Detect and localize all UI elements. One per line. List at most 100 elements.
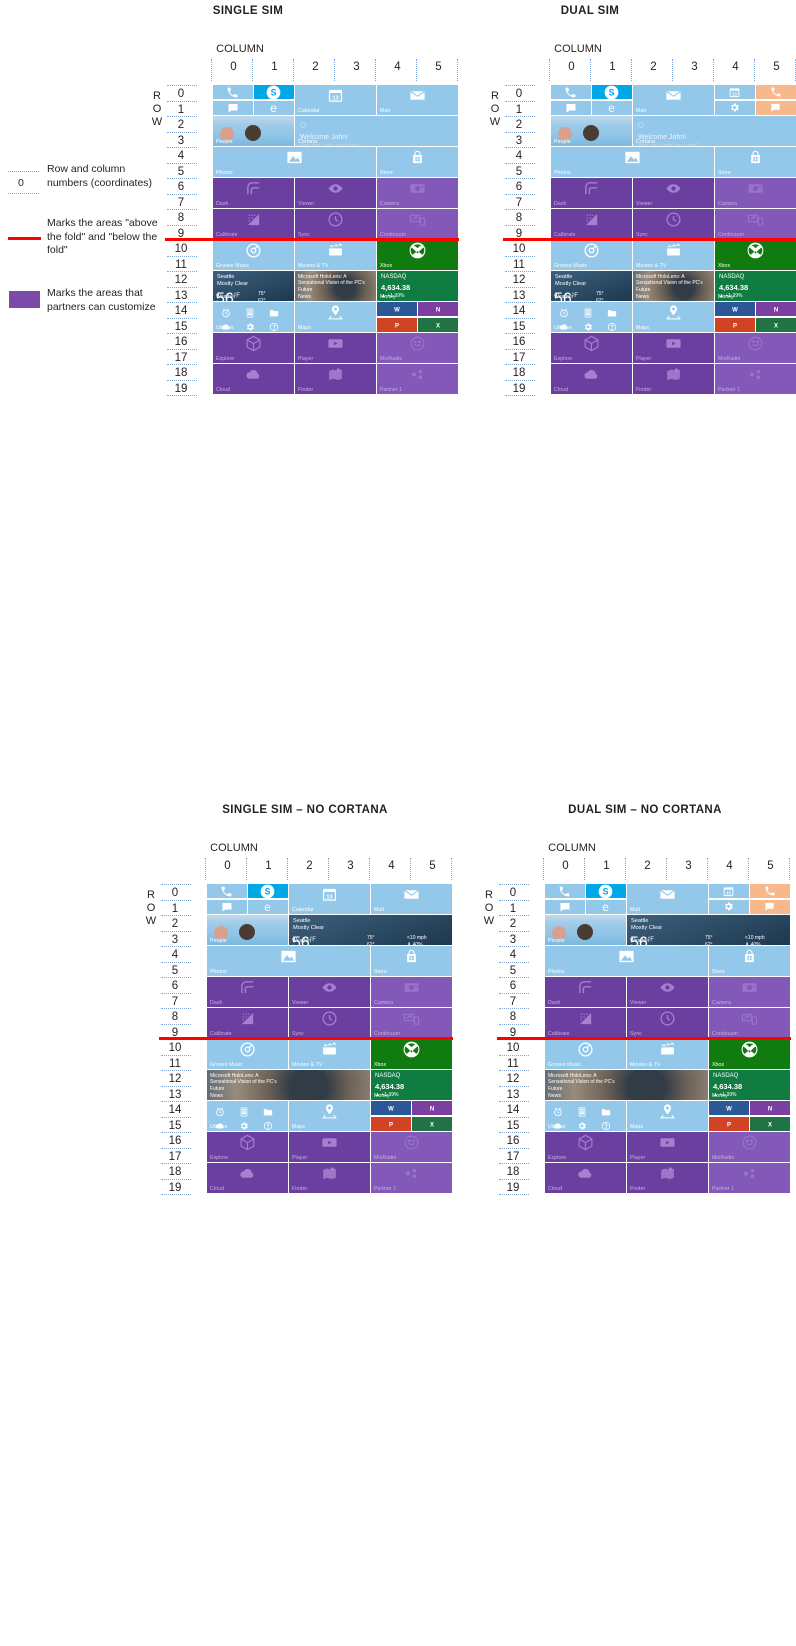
- tile-mail[interactable]: Mail: [377, 85, 458, 115]
- tile-photos[interactable]: Photos: [213, 147, 376, 177]
- tile-word[interactable]: W: [371, 1101, 411, 1116]
- tile-player[interactable]: Player: [295, 333, 376, 363]
- tile-xbox[interactable]: Xbox: [377, 240, 458, 270]
- tile-movies-tv[interactable]: Movies & TV: [633, 240, 714, 270]
- tile-finder[interactable]: Finder: [633, 364, 714, 394]
- tile-explore[interactable]: Explore: [545, 1132, 626, 1162]
- tile-skype[interactable]: S: [254, 85, 294, 100]
- tile-utilities[interactable]: Utilities: [545, 1101, 626, 1131]
- tile-calibrate[interactable]: Calibrate: [545, 1008, 626, 1038]
- tile-excel[interactable]: X: [412, 1116, 452, 1131]
- tile-messaging[interactable]: [551, 100, 591, 115]
- tile-onenote[interactable]: N: [750, 1101, 790, 1116]
- tile-phone[interactable]: [207, 884, 247, 899]
- tile-powerpoint[interactable]: P: [371, 1116, 411, 1131]
- tile-edge[interactable]: e: [586, 899, 626, 914]
- tile-store[interactable]: Store: [377, 147, 458, 177]
- tile-news[interactable]: Microsoft HoloLens: A Sensational Vision…: [295, 271, 376, 301]
- tile-xbox[interactable]: Xbox: [371, 1039, 452, 1069]
- tile-continuum[interactable]: Continuum: [371, 1008, 452, 1038]
- tile-partner-1[interactable]: Partner 1: [709, 1163, 790, 1193]
- tile-finder[interactable]: Finder: [627, 1163, 708, 1193]
- tile-viewer[interactable]: Viewer: [295, 178, 376, 208]
- tile-calendar[interactable]: 13: [709, 884, 749, 899]
- tile-finder[interactable]: Finder: [289, 1163, 370, 1193]
- tile-settings[interactable]: [709, 899, 749, 914]
- tile-explore[interactable]: Explore: [207, 1132, 288, 1162]
- tile-skype[interactable]: S: [248, 884, 288, 899]
- tile-edge[interactable]: e: [248, 899, 288, 914]
- tile-continuum[interactable]: Continuum: [709, 1008, 790, 1038]
- tile-edge[interactable]: e: [254, 100, 294, 115]
- tile-store[interactable]: Store: [715, 147, 796, 177]
- tile-sync[interactable]: Sync: [289, 1008, 370, 1038]
- tile-player[interactable]: Player: [633, 333, 714, 363]
- tile-onenote[interactable]: N: [756, 302, 796, 317]
- tile-calibrate[interactable]: Calibrate: [213, 209, 294, 239]
- tile-utilities[interactable]: Utilities: [207, 1101, 288, 1131]
- tile-excel[interactable]: X: [756, 317, 796, 332]
- tile-dash[interactable]: Dash: [207, 977, 288, 1007]
- tile-sync[interactable]: Sync: [295, 209, 376, 239]
- tile-explore[interactable]: Explore: [213, 333, 294, 363]
- tile-news[interactable]: Microsoft HoloLens: A Sensational Vision…: [207, 1070, 370, 1100]
- tile-maps[interactable]: Maps: [633, 302, 714, 332]
- tile-cloud[interactable]: Cloud: [213, 364, 294, 394]
- tile-mixradio[interactable]: MixRadio: [377, 333, 458, 363]
- tile-movies-tv[interactable]: Movies & TV: [289, 1039, 370, 1069]
- tile-movies-tv[interactable]: Movies & TV: [295, 240, 376, 270]
- tile-player[interactable]: Player: [627, 1132, 708, 1162]
- tile-viewer[interactable]: Viewer: [289, 977, 370, 1007]
- tile-mixradio[interactable]: MixRadio: [709, 1132, 790, 1162]
- tile-settings[interactable]: [715, 100, 755, 115]
- tile-messaging[interactable]: [545, 899, 585, 914]
- tile-onenote[interactable]: N: [412, 1101, 452, 1116]
- tile-excel[interactable]: X: [418, 317, 458, 332]
- tile-phone-sim2[interactable]: [756, 85, 796, 100]
- tile-sync[interactable]: Sync: [627, 1008, 708, 1038]
- tile-utilities[interactable]: Utilities: [213, 302, 294, 332]
- tile-mixradio[interactable]: MixRadio: [715, 333, 796, 363]
- tile-sync[interactable]: Sync: [633, 209, 714, 239]
- tile-messaging[interactable]: [207, 899, 247, 914]
- tile-partner-1[interactable]: Partner 1: [371, 1163, 452, 1193]
- tile-partner-1[interactable]: Partner 1: [715, 364, 796, 394]
- tile-news[interactable]: Microsoft HoloLens: A Sensational Vision…: [633, 271, 714, 301]
- tile-camera[interactable]: Camera: [371, 977, 452, 1007]
- tile-messaging-sim2[interactable]: [756, 100, 796, 115]
- tile-groove-music[interactable]: Groove Music: [213, 240, 294, 270]
- tile-word[interactable]: W: [715, 302, 755, 317]
- tile-dash[interactable]: Dash: [213, 178, 294, 208]
- tile-finder[interactable]: Finder: [295, 364, 376, 394]
- tile-store[interactable]: Store: [371, 946, 452, 976]
- tile-messaging[interactable]: [213, 100, 253, 115]
- tile-groove-music[interactable]: Groove Music: [207, 1039, 288, 1069]
- tile-photos[interactable]: Photos: [551, 147, 714, 177]
- tile-word[interactable]: W: [377, 302, 417, 317]
- tile-partner-1[interactable]: Partner 1: [377, 364, 458, 394]
- tile-powerpoint[interactable]: P: [715, 317, 755, 332]
- tile-camera[interactable]: Camera: [377, 178, 458, 208]
- tile-maps[interactable]: Maps: [295, 302, 376, 332]
- tile-people[interactable]: People: [551, 116, 632, 146]
- tile-photos[interactable]: Photos: [545, 946, 708, 976]
- tile-cloud[interactable]: Cloud: [545, 1163, 626, 1193]
- tile-utilities[interactable]: Utilities: [551, 302, 632, 332]
- tile-camera[interactable]: Camera: [709, 977, 790, 1007]
- tile-calibrate[interactable]: Calibrate: [207, 1008, 288, 1038]
- tile-powerpoint[interactable]: P: [377, 317, 417, 332]
- tile-mail[interactable]: Mail: [633, 85, 714, 115]
- tile-maps[interactable]: Maps: [289, 1101, 370, 1131]
- tile-cloud[interactable]: Cloud: [207, 1163, 288, 1193]
- tile-cortana[interactable]: Welcome John! How can I help you today?Co…: [295, 116, 458, 146]
- tile-dash[interactable]: Dash: [551, 178, 632, 208]
- tile-people[interactable]: People: [207, 915, 288, 945]
- tile-viewer[interactable]: Viewer: [633, 178, 714, 208]
- tile-groove-music[interactable]: Groove Music: [545, 1039, 626, 1069]
- tile-calendar[interactable]: 13 Calendar: [289, 884, 370, 914]
